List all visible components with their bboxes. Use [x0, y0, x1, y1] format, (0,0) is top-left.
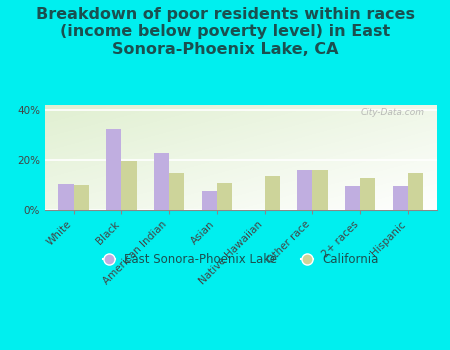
Bar [297, 170, 312, 210]
Bar [122, 161, 137, 210]
Bar [312, 170, 328, 210]
Bar [74, 185, 89, 210]
Bar [154, 153, 169, 210]
Bar [202, 191, 217, 210]
Bar [360, 177, 375, 210]
Bar [345, 186, 360, 210]
Legend: East Sonora-Phoenix Lake, California: East Sonora-Phoenix Lake, California [99, 249, 382, 269]
Bar [169, 173, 184, 210]
Bar [392, 186, 408, 210]
Bar [265, 176, 280, 210]
Text: City-Data.com: City-Data.com [361, 108, 425, 117]
Text: Breakdown of poor residents within races
(income below poverty level) in East
So: Breakdown of poor residents within races… [36, 7, 414, 57]
Bar [217, 182, 232, 210]
Bar [106, 129, 122, 210]
Bar [58, 184, 74, 210]
Bar [408, 173, 423, 210]
